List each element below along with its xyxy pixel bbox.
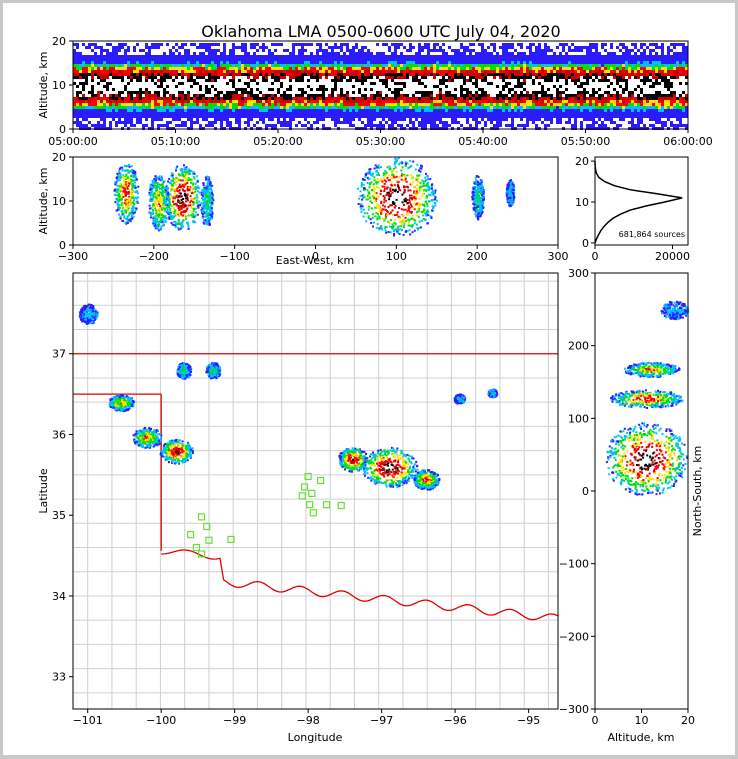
ns-ytick-label: 100 [568,412,589,425]
source-count-note: 681,864 sources [619,230,685,239]
plan-ytick-label: 34 [52,590,66,603]
plan-ytick-label: 35 [52,509,66,522]
hist-xtick-label: 20000 [655,250,690,263]
ns-xtick-label: 20 [681,714,695,727]
plan-xlabel: Longitude [288,731,343,744]
time-height-ytick-label: 10 [52,79,66,92]
time-height-xtick-label: 05:50:00 [561,135,610,148]
ns-ytick-label: −300 [559,703,589,716]
time-height-ylabel: Altitude, km [37,51,50,118]
ns-ytick-label: −200 [559,630,589,643]
ns-xtick-label: 10 [635,714,649,727]
plan-plot-area [73,273,558,709]
time-height-ytick-label: 20 [52,35,66,48]
hist-xtick-label: 0 [592,250,599,263]
ew-xtick-label: −200 [139,250,169,263]
ew-ytick-label: 10 [52,195,66,208]
time-height-density [73,43,688,130]
ns-ylabel: North-South, km [691,446,704,537]
ns-ytick-label: −100 [559,558,589,571]
lma-svg: Oklahoma LMA 0500-0600 UTC July 04, 2020… [3,3,735,755]
plan-xtick-label: −97 [370,714,393,727]
chart-title: Oklahoma LMA 0500-0600 UTC July 04, 2020 [201,22,560,41]
plan-xtick-label: −95 [517,714,540,727]
hist-ytick-label: 20 [575,155,589,168]
ns-xtick-label: 0 [592,714,599,727]
ew-ylabel: Altitude, km [37,167,50,234]
plan-xtick-label: −100 [146,714,176,727]
plan-xtick-label: −99 [223,714,246,727]
ns-ytick-label: 300 [568,267,589,280]
ew-ytick-label: 0 [59,239,66,252]
ew-xtick-label: 100 [386,250,407,263]
plan-xtick-label: −98 [297,714,320,727]
plan-ytick-label: 36 [52,428,66,441]
plan-ytick-label: 33 [52,671,66,684]
ew-plot-area [73,157,558,245]
ns-height-panel: 0 10 20 300 200 100 0 −100 −200 −300 Altitude, km… [559,267,704,744]
ew-xtick-label: −100 [220,250,250,263]
height-histogram-panel: 0 20000 0 10 20 681,864 sources [575,155,690,263]
plan-ytick-label: 37 [52,348,66,361]
ew-xtick-label: 300 [548,250,569,263]
time-height-xtick-label: 05:40:00 [458,135,507,148]
time-height-xtick-label: 05:30:00 [356,135,405,148]
ew-xlabel: East-West, km [276,254,354,267]
plan-xtick-label: −101 [73,714,103,727]
ns-ytick-label: 200 [568,340,589,353]
plan-ylabel: Latitude [37,468,50,514]
hist-ytick-label: 10 [575,196,589,209]
time-height-xtick-label: 05:20:00 [253,135,302,148]
time-height-xtick-label: 05:00:00 [48,135,97,148]
ns-ytick-label: 0 [582,485,589,498]
ns-xlabel: Altitude, km [607,731,674,744]
plan-view-panel: −101 −100 −99 −98 −97 −96 −95 33 34 35 36 37 Longit… [37,273,558,744]
lma-figure: Oklahoma LMA 0500-0600 UTC July 04, 2020… [3,3,735,755]
ew-xtick-label: 200 [467,250,488,263]
time-height-xtick-label: 05:10:00 [151,135,200,148]
hist-ytick-label: 0 [582,237,589,250]
ew-ytick-label: 20 [52,151,66,164]
plan-xtick-label: −96 [444,714,467,727]
time-height-xtick-label: 06:00:00 [663,135,712,148]
